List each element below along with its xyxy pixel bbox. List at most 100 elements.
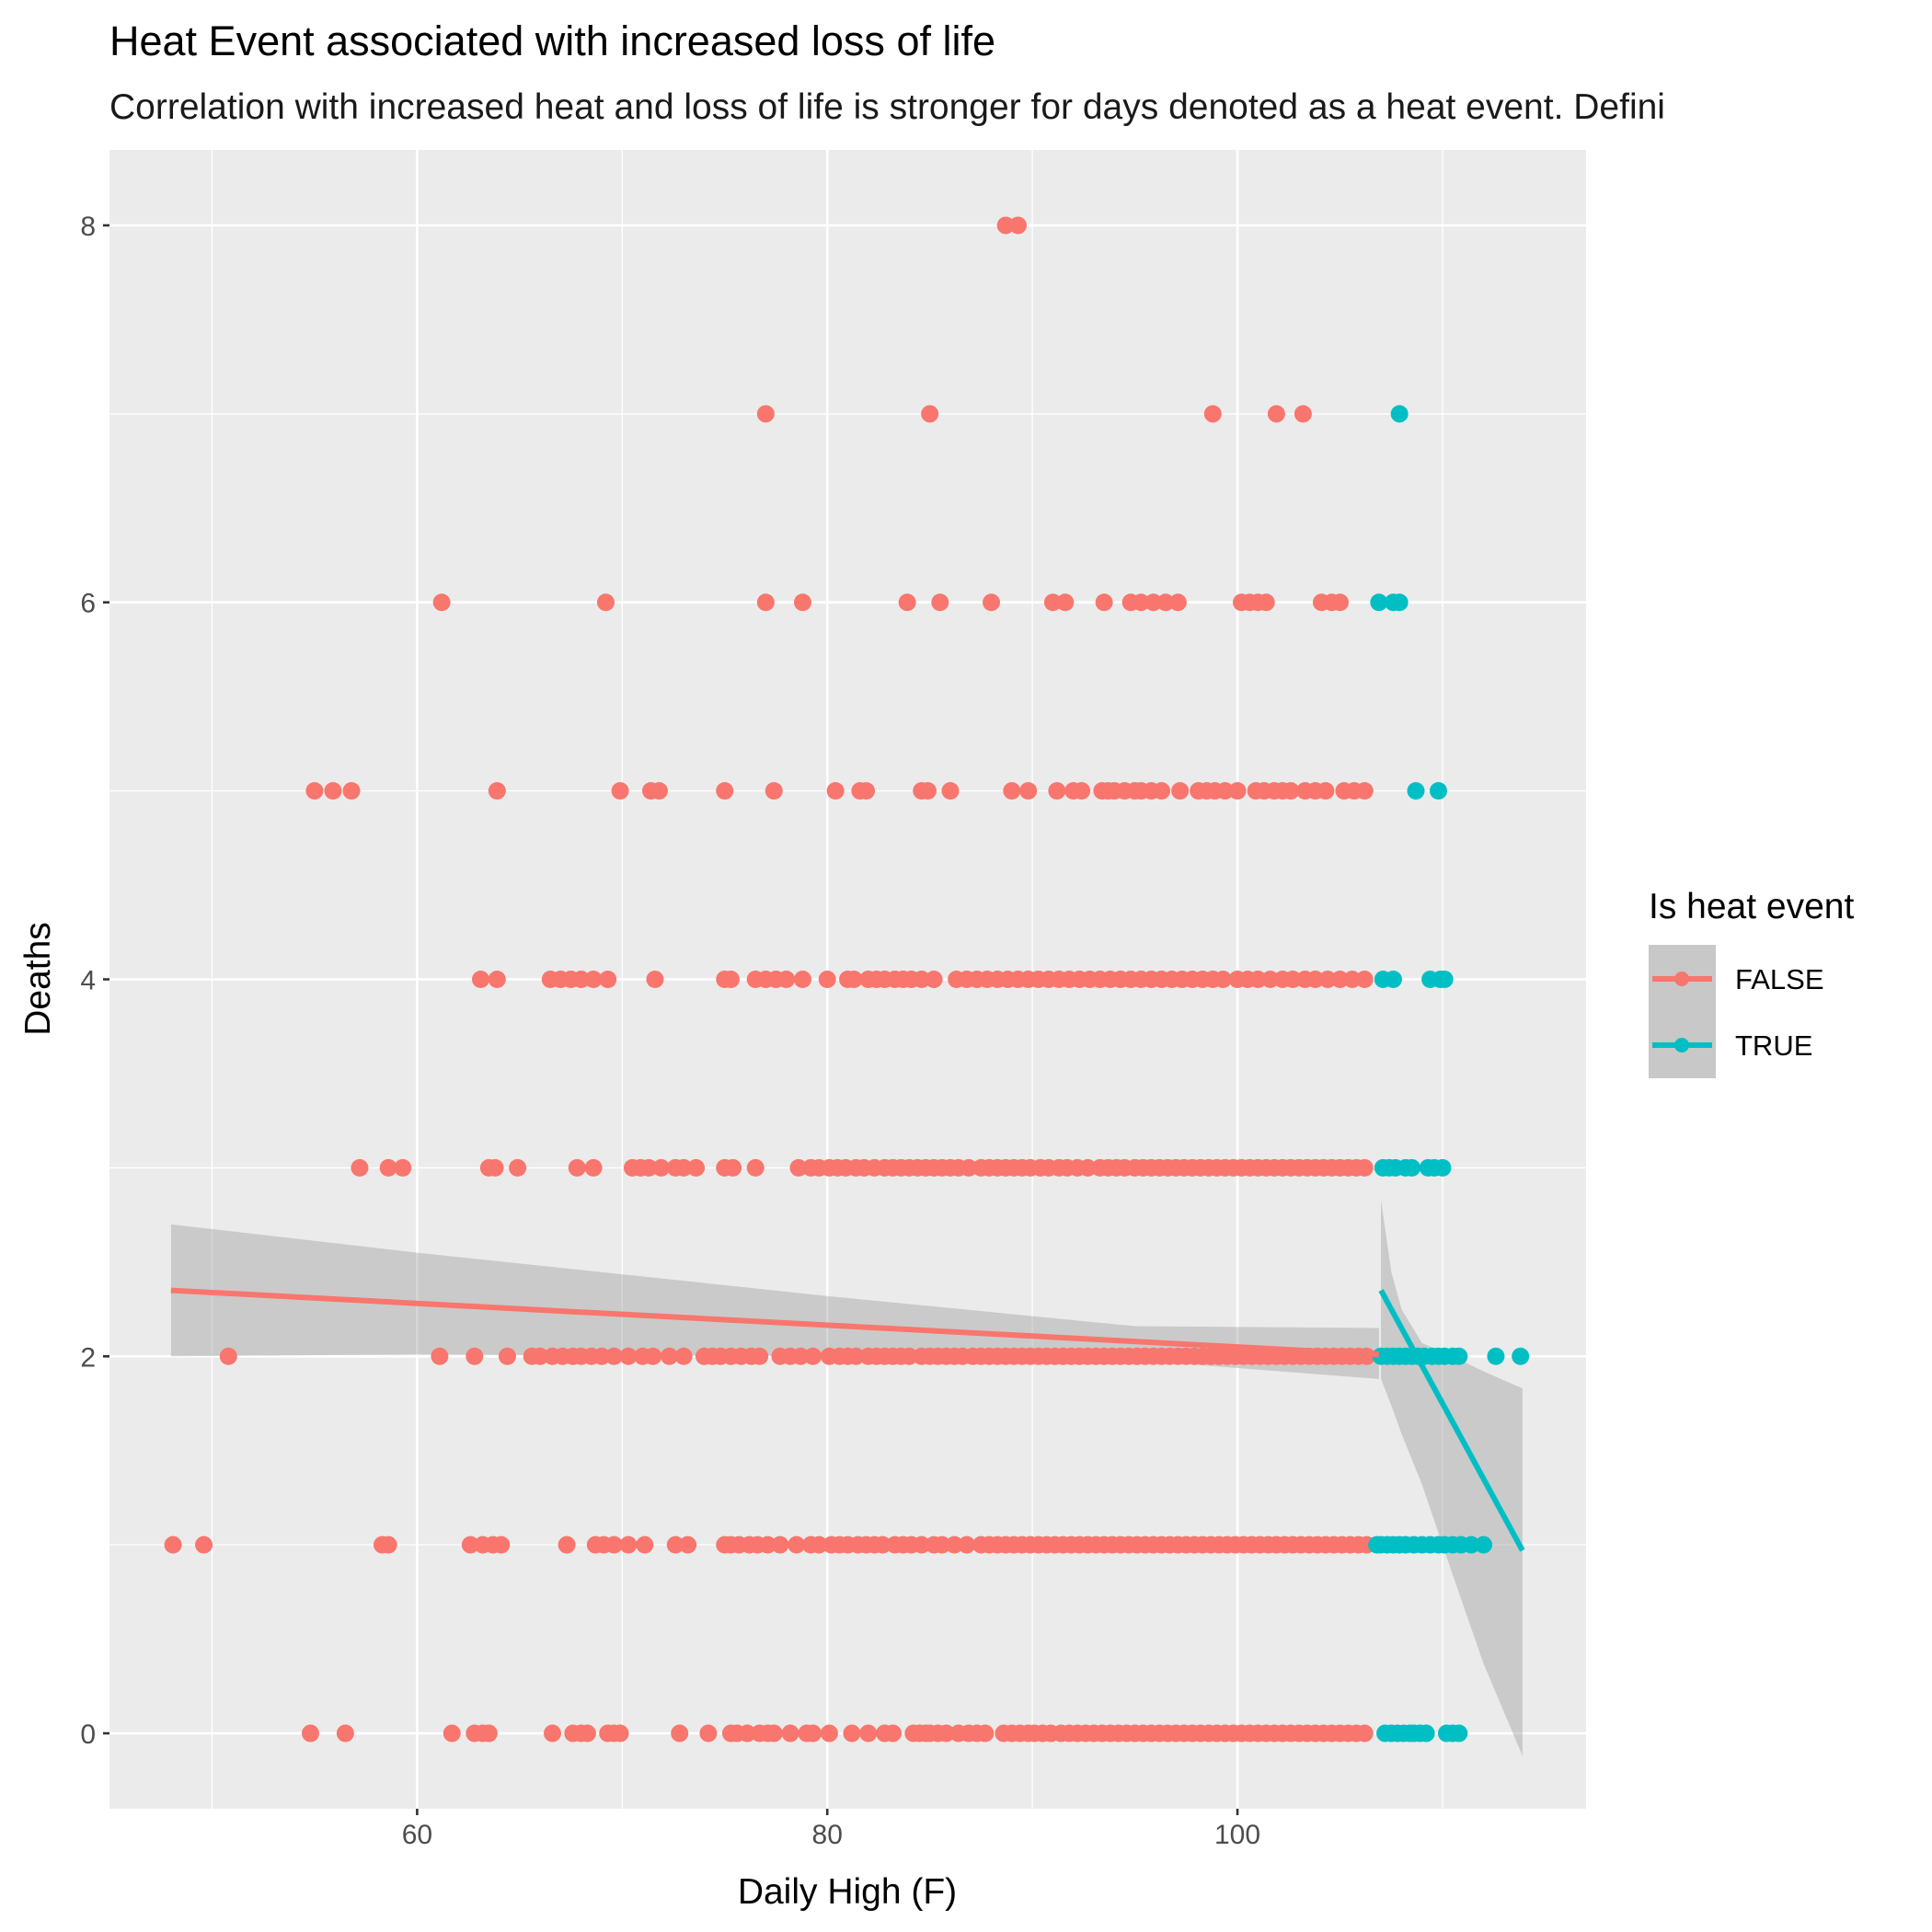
data-point-false xyxy=(646,971,664,988)
data-point-false xyxy=(1144,593,1163,612)
data-point-false xyxy=(918,782,937,800)
data-point-false xyxy=(781,1724,799,1742)
data-point-false xyxy=(937,1724,955,1742)
data-point-false xyxy=(845,971,863,988)
data-points xyxy=(164,216,1530,1742)
data-point-false xyxy=(674,1158,693,1177)
data-point-false xyxy=(604,1535,623,1554)
data-point-false xyxy=(921,405,939,423)
data-point-false xyxy=(843,1724,861,1742)
data-point-false xyxy=(351,1158,369,1177)
data-point-false xyxy=(1095,593,1113,612)
legend-key-true-point xyxy=(1674,1038,1689,1052)
data-point-true xyxy=(1487,1347,1505,1365)
data-point-false xyxy=(1048,782,1066,800)
fit-line-true xyxy=(1378,1289,1525,1552)
data-point-false xyxy=(791,1347,810,1365)
data-point-false xyxy=(596,593,615,612)
data-point-false xyxy=(941,782,960,800)
data-point-false xyxy=(884,1724,903,1742)
data-point-false xyxy=(1009,216,1028,235)
data-point-false xyxy=(958,1535,976,1554)
data-point-false xyxy=(1248,971,1267,988)
data-point-false xyxy=(1261,971,1280,988)
x-axis-title: Daily High (F) xyxy=(738,1872,957,1912)
data-point-false xyxy=(1355,1158,1374,1177)
data-point-false xyxy=(1306,971,1325,988)
data-point-false xyxy=(544,1724,561,1742)
data-point-false xyxy=(765,782,783,800)
data-point-false xyxy=(619,1347,638,1365)
chart-title: Heat Event associated with increased los… xyxy=(109,17,995,64)
data-point-false xyxy=(771,1535,789,1554)
data-point-false xyxy=(650,782,668,800)
data-point-false xyxy=(584,971,603,988)
data-point-false xyxy=(636,1535,654,1554)
data-point-false xyxy=(1073,782,1091,800)
data-point-true xyxy=(1450,1724,1468,1742)
data-point-false xyxy=(498,1347,516,1365)
data-point-false xyxy=(671,1724,689,1742)
data-point-false xyxy=(1171,782,1190,800)
x-tick-label: 80 xyxy=(812,1820,843,1850)
data-point-false xyxy=(724,1158,742,1177)
data-point-false xyxy=(342,782,361,800)
data-point-false xyxy=(679,1535,697,1554)
data-point-false xyxy=(925,971,943,988)
data-point-false xyxy=(619,1535,638,1554)
y-tick-label: 2 xyxy=(80,1342,96,1373)
data-point-true xyxy=(1403,1158,1421,1177)
data-point-false xyxy=(1355,782,1374,800)
data-point-false xyxy=(578,1724,596,1742)
data-point-false xyxy=(846,1347,865,1365)
y-tick-label: 0 xyxy=(80,1719,96,1750)
data-point-true xyxy=(1407,782,1425,800)
data-point-false xyxy=(301,1724,319,1742)
y-tick-label: 8 xyxy=(80,212,96,242)
data-point-false xyxy=(652,1158,671,1177)
data-point-false xyxy=(219,1347,237,1365)
data-point-false xyxy=(1294,405,1312,423)
data-point-false xyxy=(900,1347,918,1365)
data-point-false xyxy=(1283,971,1302,988)
data-point-false xyxy=(793,971,811,988)
data-point-false xyxy=(826,782,845,800)
data-point-false xyxy=(759,1535,777,1554)
data-point-false xyxy=(611,782,629,800)
data-point-true xyxy=(1370,593,1388,612)
data-point-false xyxy=(756,405,775,423)
data-point-false xyxy=(716,782,734,800)
data-point-true xyxy=(1433,1158,1452,1177)
data-point-false xyxy=(592,1347,611,1365)
data-point-false xyxy=(486,1158,504,1177)
data-point-false xyxy=(379,1535,397,1554)
data-point-false xyxy=(1331,971,1349,988)
data-point-false xyxy=(1228,782,1247,800)
confidence-band-true xyxy=(1381,1200,1523,1756)
data-point-false xyxy=(1317,782,1335,800)
data-point-false xyxy=(857,782,876,800)
data-point-true xyxy=(1462,1535,1480,1554)
x-tick-label: 100 xyxy=(1214,1820,1260,1850)
data-point-true xyxy=(1512,1347,1530,1365)
data-point-false xyxy=(164,1535,182,1554)
data-point-false xyxy=(1257,593,1275,612)
data-point-false xyxy=(913,971,931,988)
data-point-false xyxy=(639,1158,658,1177)
data-point-false xyxy=(818,971,836,988)
data-point-false xyxy=(1318,971,1337,988)
data-point-false xyxy=(913,1535,931,1554)
data-point-false xyxy=(1056,593,1075,612)
fit-line-false xyxy=(170,1287,1380,1358)
data-point-false xyxy=(738,1724,756,1742)
data-point-false xyxy=(810,1535,828,1554)
data-point-false xyxy=(721,971,740,988)
y-tick-label: 6 xyxy=(80,589,96,619)
legend-title: Is heat event xyxy=(1649,887,1854,926)
data-point-false xyxy=(1216,782,1235,800)
data-point-false xyxy=(466,1347,484,1365)
data-point-false xyxy=(558,1535,576,1554)
data-point-false xyxy=(804,1347,822,1365)
data-point-false xyxy=(793,593,811,612)
data-point-false xyxy=(898,593,916,612)
